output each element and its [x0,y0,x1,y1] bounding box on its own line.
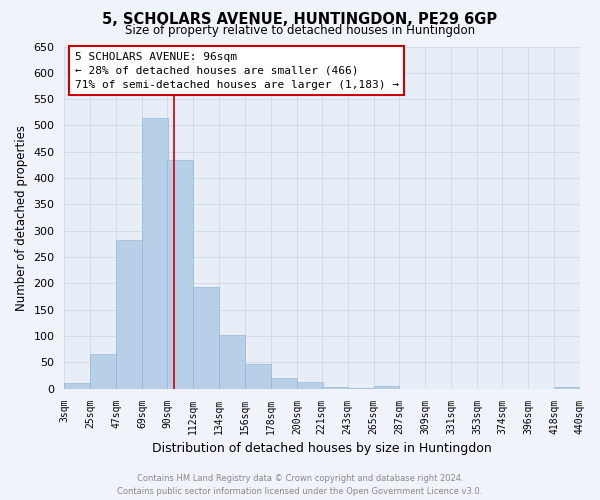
Text: Contains HM Land Registry data © Crown copyright and database right 2024.
Contai: Contains HM Land Registry data © Crown c… [118,474,482,496]
Bar [167,160,193,388]
Text: 5 SCHOLARS AVENUE: 96sqm
← 28% of detached houses are smaller (466)
71% of semi-: 5 SCHOLARS AVENUE: 96sqm ← 28% of detach… [75,52,399,90]
Bar [193,287,219,388]
Bar [116,240,142,388]
Bar [297,382,323,388]
Bar [245,364,271,388]
Bar [142,118,168,388]
Y-axis label: Number of detached properties: Number of detached properties [15,124,28,310]
Bar [64,384,91,388]
Bar [374,386,400,388]
X-axis label: Distribution of detached houses by size in Huntingdon: Distribution of detached houses by size … [152,442,492,455]
Bar [322,387,347,388]
Bar [219,335,245,388]
Text: Size of property relative to detached houses in Huntingdon: Size of property relative to detached ho… [125,24,475,37]
Text: 5, SCHOLARS AVENUE, HUNTINGDON, PE29 6GP: 5, SCHOLARS AVENUE, HUNTINGDON, PE29 6GP [103,12,497,28]
Bar [91,354,116,388]
Bar [271,378,297,388]
Bar [554,387,580,388]
